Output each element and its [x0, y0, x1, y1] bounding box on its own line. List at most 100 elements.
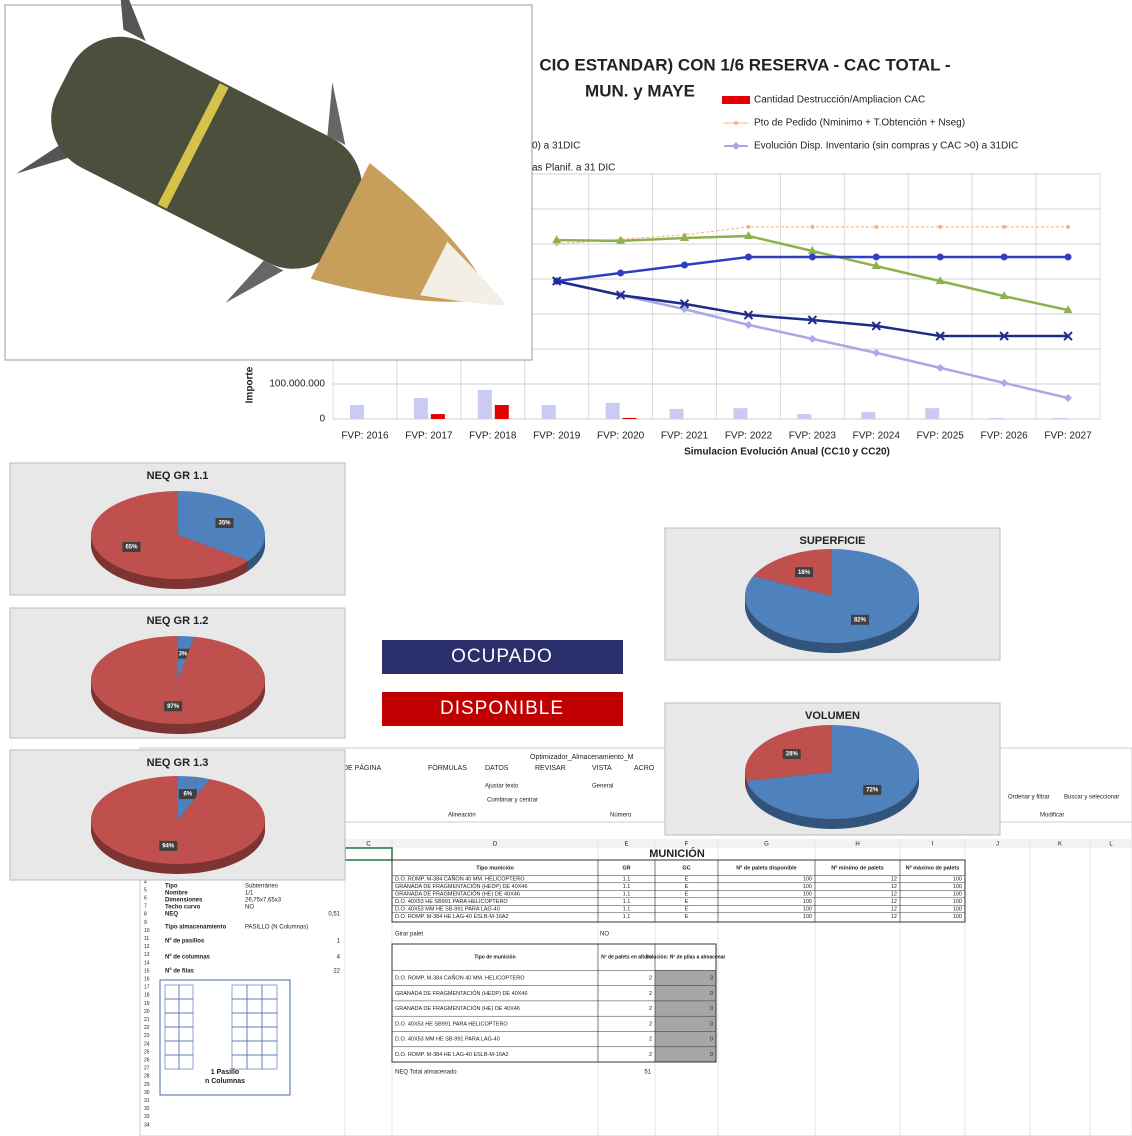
- table-header: Nº de palets disponible: [736, 865, 796, 871]
- marker: [1065, 253, 1072, 260]
- pie-title: SUPERFICIE: [799, 535, 865, 547]
- legend-label: as Planif. a 31 DIC: [532, 163, 615, 174]
- column-letter: F: [685, 842, 689, 848]
- bar: [495, 405, 509, 419]
- chart-title: CIO ESTANDAR) CON 1/6 RESERVA - CAC TOTA…: [539, 55, 950, 74]
- x-tick-label: FVP: 2018: [469, 431, 517, 442]
- bar: [925, 408, 939, 419]
- x-axis-label: Simulacion Evolución Anual (CC10 y CC20): [684, 447, 890, 458]
- cell-text: E: [685, 914, 689, 920]
- param-value: NO: [245, 905, 254, 911]
- cell-text: GRANADA DE FRAGMENTACIÓN (HE) DE 40X46: [395, 890, 520, 897]
- cell-text: 100: [803, 906, 812, 912]
- param-value: 1/1: [245, 891, 254, 897]
- bar: [623, 418, 637, 419]
- legend-swatch: [722, 96, 750, 104]
- table-header: GC: [682, 865, 690, 871]
- marker: [1002, 225, 1006, 229]
- cell-text: 100: [953, 899, 962, 905]
- ribbon-label: Alineación: [448, 813, 476, 819]
- cell-text: D.O. ROMP. M-384 HE LAG-40 ESLB-M-16A2: [395, 914, 509, 920]
- diagram-label: 1 Pasillo: [211, 1069, 239, 1076]
- column-letter: E: [624, 842, 628, 848]
- cell-text: 12: [891, 884, 897, 890]
- cell-text: 12: [891, 914, 897, 920]
- ribbon-label: Ajustar texto: [485, 784, 519, 790]
- row-number: 33: [144, 1114, 150, 1120]
- cell-text: 2: [649, 975, 652, 981]
- cell-text: GRANADA DE FRAGMENTACIÓN (HEDP) DE 40X46: [395, 883, 528, 890]
- cell-text: E: [685, 906, 689, 912]
- cell-text: D.O. 40X53 HE SB991 PARA HELICOPTERO: [395, 899, 508, 905]
- data-label: 28%: [786, 752, 799, 758]
- param-label: Dimensiones: [165, 898, 203, 904]
- marker: [746, 225, 750, 229]
- row-number: 29: [144, 1082, 150, 1088]
- cell-text: 1.1: [623, 914, 631, 920]
- row-number: 32: [144, 1106, 150, 1112]
- marker: [745, 253, 752, 260]
- row-number: 6: [144, 896, 147, 902]
- row-number: 20: [144, 1009, 150, 1015]
- status-label: DISPONIBLE: [440, 698, 564, 719]
- cell-text: 1.1: [623, 906, 631, 912]
- column-letter: G: [764, 842, 769, 848]
- marker: [681, 262, 688, 269]
- cell-text: 3: [710, 975, 713, 981]
- marker: [873, 253, 880, 260]
- status-label: OCUPADO: [451, 646, 553, 667]
- row-number: 15: [144, 968, 150, 974]
- x-tick-label: FVP: 2022: [725, 431, 773, 442]
- cell-text: 12: [891, 906, 897, 912]
- row-number: 26: [144, 1058, 150, 1064]
- param-value: PASILLO (N Columnas): [245, 925, 308, 931]
- row-number: 22: [144, 1025, 150, 1031]
- x-tick-label: FVP: 2016: [341, 431, 389, 442]
- table-header: Tipo munición: [476, 865, 514, 871]
- row-number: 8: [144, 912, 147, 918]
- bar: [989, 418, 1003, 419]
- ribbon-tab: FÓRMULAS: [428, 763, 467, 772]
- x-tick-label: FVP: 2017: [405, 431, 453, 442]
- cell-text: NO: [600, 932, 609, 938]
- column-letter: K: [1058, 842, 1062, 848]
- ribbon-tab: VISTA: [592, 765, 612, 772]
- bar: [542, 405, 556, 419]
- marker: [1066, 225, 1070, 229]
- param-value: 22: [333, 969, 340, 975]
- data-label: 72%: [866, 788, 879, 794]
- ribbon-tab: DE PÁGINA: [343, 763, 381, 772]
- column-letter: J: [996, 842, 999, 848]
- x-tick-label: FVP: 2023: [789, 431, 837, 442]
- rocket-image: [5, 0, 560, 416]
- ribbon-label: Número: [610, 813, 632, 819]
- cell-text: 100: [803, 891, 812, 897]
- legend-marker: [734, 121, 738, 125]
- row-number: 30: [144, 1090, 150, 1096]
- param-label: Nº de pasillos: [165, 939, 205, 945]
- row-number: 7: [144, 904, 147, 910]
- row-number: 21: [144, 1017, 150, 1023]
- param-label: Tipo almacenamiento: [165, 925, 227, 931]
- row-number: 28: [144, 1074, 150, 1080]
- data-label: 3%: [179, 651, 188, 657]
- cell-text: 2: [649, 1037, 652, 1043]
- x-tick-label: FVP: 2019: [533, 431, 581, 442]
- row-number: 16: [144, 977, 150, 983]
- table-header: Nº de palets en altura: [601, 954, 652, 960]
- row-number: 9: [144, 920, 147, 926]
- data-label: 35%: [219, 521, 232, 527]
- cell-text: D.O. 40X53 HE SB991 PARA HELICOPTERO: [395, 1021, 508, 1027]
- row-number: 24: [144, 1041, 150, 1047]
- bar: [414, 398, 428, 419]
- cell-text: 100: [953, 884, 962, 890]
- param-value: 26,75x7,65x3: [245, 898, 282, 904]
- legend-label: Evolución Disp. Inventario (sin compras …: [754, 141, 1018, 152]
- marker: [1001, 253, 1008, 260]
- bar: [733, 408, 747, 419]
- x-tick-label: FVP: 2026: [980, 431, 1028, 442]
- cell-text: 100: [803, 884, 812, 890]
- marker: [617, 270, 624, 277]
- ribbon-tab: REVISAR: [535, 765, 566, 772]
- cell-text: 0: [710, 1021, 713, 1027]
